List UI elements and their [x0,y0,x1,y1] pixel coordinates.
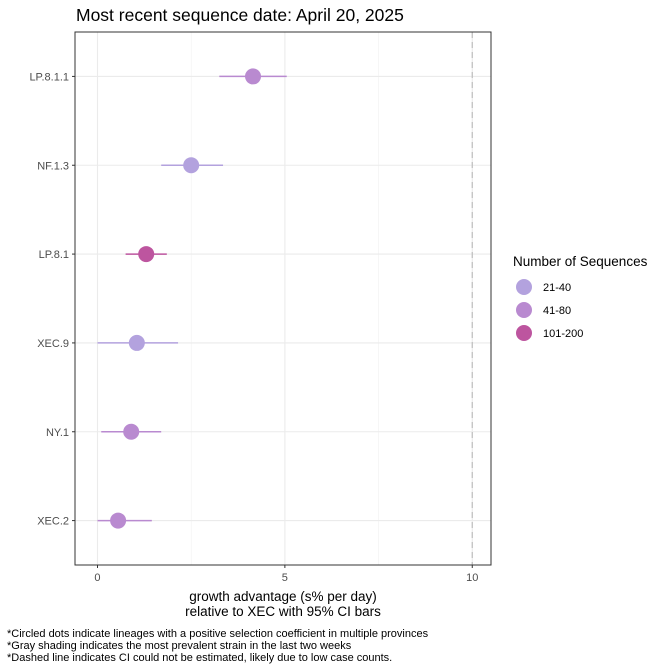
y-tick-label: LP.8.1.1 [29,71,69,83]
y-tick-label: NF.1.3 [37,160,69,172]
data-point [245,68,262,85]
legend-label: 41-80 [543,305,571,317]
chart-title: Most recent sequence date: April 20, 202… [76,5,404,25]
x-axis-label-line2: relative to XEC with 95% CI bars [185,604,381,619]
x-axis: 0 5 10 [94,565,478,584]
legend-swatch [516,302,532,318]
legend-swatch [516,325,532,341]
data-point [128,334,145,351]
legend-swatch [516,279,532,295]
plot-border [74,31,492,566]
y-tick-label: XEC.2 [37,516,69,528]
y-tick-label: NY.1 [46,427,69,439]
x-tick-label: 0 [94,572,100,584]
legend-label: 21-40 [543,282,571,294]
x-axis-label-line1: growth advantage (s% per day) [189,589,377,604]
y-tick-label: XEC.9 [37,338,69,350]
legend-title: Number of Sequences [513,254,648,269]
data-point [138,246,155,263]
legend-label: 101-200 [543,328,583,340]
footnote-circled-dots: *Circled dots indicate lineages with a p… [7,628,429,640]
y-axis: LP.8.1.1 NF.1.3 LP.8.1 XEC.9 NY.1 XEC.2 [29,71,75,528]
legend: Number of Sequences 21-40 41-80 101-200 [513,254,648,341]
x-tick-label: 10 [466,572,478,584]
footnote-gray-shading: *Gray shading indicates the most prevale… [7,640,352,652]
data-layer [97,68,287,529]
data-point [183,157,200,174]
plot-panel [75,32,491,565]
data-point [123,423,140,440]
data-point [110,512,127,529]
x-tick-label: 5 [282,572,288,584]
footnote-dashed-line: *Dashed line indicates CI could not be e… [7,652,392,664]
y-tick-label: LP.8.1 [39,249,69,261]
